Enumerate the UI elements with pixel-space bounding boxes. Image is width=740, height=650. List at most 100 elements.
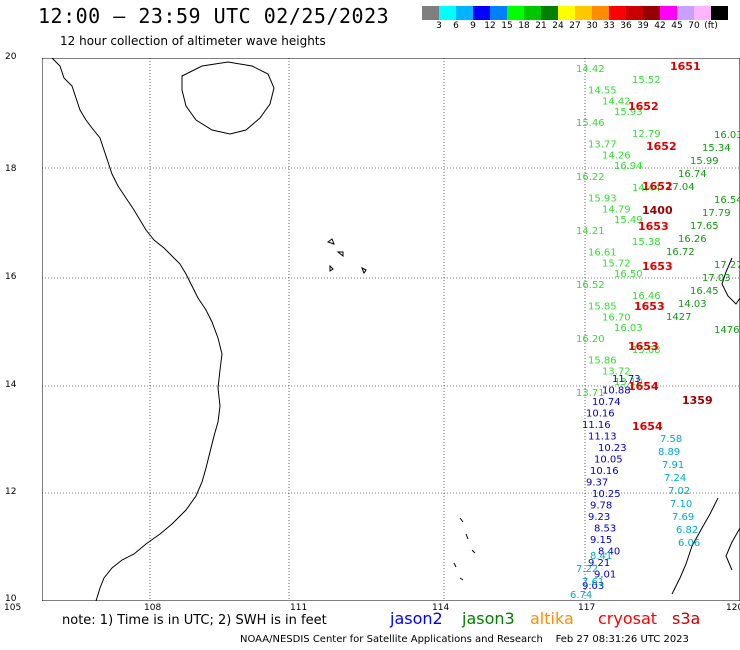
lat-label: 14 bbox=[5, 380, 17, 390]
wave-reading: 17.03 bbox=[702, 273, 731, 284]
wave-reading: 16.94 bbox=[614, 161, 643, 172]
lon-label: 120 bbox=[726, 603, 740, 613]
legend-swatch bbox=[456, 6, 473, 20]
wave-reading: 17.04 bbox=[666, 182, 695, 193]
wave-reading: 10.05 bbox=[594, 455, 623, 466]
wave-reading: 15.68 bbox=[632, 345, 661, 356]
wave-reading: 6.82 bbox=[676, 525, 698, 536]
wave-reading: 16.26 bbox=[678, 234, 707, 245]
legend-tick: 39 bbox=[637, 21, 649, 31]
wave-reading: 15.52 bbox=[632, 75, 661, 86]
wave-reading: 16.50 bbox=[614, 269, 643, 280]
satellite-altika: altika bbox=[530, 609, 574, 628]
wave-reading: 16.61 bbox=[588, 248, 617, 259]
legend-swatch bbox=[592, 6, 609, 20]
wave-reading: 7.24 bbox=[664, 473, 686, 484]
wave-reading: 10.16 bbox=[586, 409, 615, 420]
legend-tick: 21 bbox=[535, 21, 547, 31]
wave-reading: 7.58 bbox=[660, 434, 682, 445]
wave-reading: 14.79 bbox=[602, 204, 631, 215]
legend-tick: 3 bbox=[436, 21, 442, 31]
wave-reading: 10.23 bbox=[598, 443, 627, 454]
wave-reading: 15.46 bbox=[576, 118, 605, 129]
spratly-islands bbox=[453, 517, 476, 581]
legend-tick: 12 bbox=[484, 21, 496, 31]
satellite-jason2: jason2 bbox=[390, 609, 443, 628]
wave-reading: 6.74 bbox=[570, 590, 592, 601]
wave-reading: 1359 bbox=[682, 394, 713, 407]
wave-reading: 8.89 bbox=[658, 447, 680, 458]
wave-reading: 14.44 bbox=[632, 183, 661, 194]
graticule bbox=[42, 58, 740, 601]
wave-reading: 16.72 bbox=[666, 247, 695, 258]
lat-label: 20 bbox=[5, 52, 17, 62]
altimeter-map: 14.4215.5214.5514.4215.9315.4612.7913.77… bbox=[42, 58, 740, 601]
wave-reading: 13.72 bbox=[602, 366, 631, 377]
wave-reading: 1652 bbox=[628, 100, 659, 113]
wave-reading: 14.55 bbox=[588, 86, 617, 97]
legend-color-bar bbox=[422, 6, 728, 20]
wave-reading: 1653 bbox=[642, 260, 673, 273]
wave-reading: 13.77 bbox=[588, 140, 617, 151]
legend-swatch bbox=[694, 6, 711, 20]
page-subtitle: 12 hour collection of altimeter wave hei… bbox=[60, 34, 326, 48]
lon-label: 105 bbox=[4, 603, 22, 613]
legend-swatch bbox=[711, 6, 728, 20]
legend-tick: 9 bbox=[470, 21, 476, 31]
legend-swatch bbox=[439, 6, 456, 20]
legend-tick: 6 bbox=[453, 21, 459, 31]
wave-reading: 1654 bbox=[632, 420, 663, 433]
wave-reading: 9.23 bbox=[588, 512, 610, 523]
wave-reading: 10.88 bbox=[602, 386, 631, 397]
satellite-cryosat: cryosat bbox=[598, 609, 658, 628]
wave-reading: 16.22 bbox=[576, 172, 605, 183]
philippines-coast bbox=[671, 257, 740, 595]
legend-tick: 33 bbox=[603, 21, 615, 31]
wave-reading: 1654 bbox=[628, 380, 659, 393]
wave-reading: 16.70 bbox=[602, 312, 631, 323]
wave-reading: 1652 bbox=[646, 140, 677, 153]
wave-height-readings: 14.4215.5214.5514.4215.9315.4612.7913.77… bbox=[570, 60, 740, 601]
wave-reading: 14.26 bbox=[602, 150, 631, 161]
wave-reading: 9.03 bbox=[582, 581, 604, 592]
wave-reading: 15.38 bbox=[632, 237, 661, 248]
wave-reading: 10.74 bbox=[592, 397, 621, 408]
wave-reading: 16.20 bbox=[576, 334, 605, 345]
wave-reading: 15.85 bbox=[588, 302, 617, 313]
wave-reading: 13.10 bbox=[614, 377, 643, 388]
wave-reading: 12.79 bbox=[632, 129, 661, 140]
lat-label: 16 bbox=[5, 272, 17, 282]
wave-reading: 13.71 bbox=[576, 388, 605, 399]
page-title: 12:00 – 23:59 UTC 02/25/2023 bbox=[38, 4, 390, 28]
wave-reading: 14.42 bbox=[602, 96, 631, 107]
wave-reading: 16.45 bbox=[690, 286, 719, 297]
vietnam-coastline bbox=[51, 58, 223, 601]
legend-tick: 45 bbox=[671, 21, 683, 31]
wave-reading: 10.25 bbox=[592, 489, 621, 500]
satellite-s3a: s3a bbox=[672, 609, 701, 628]
hainan-island bbox=[181, 61, 275, 135]
legend-swatch bbox=[473, 6, 490, 20]
legend-tick: (ft) bbox=[704, 21, 718, 31]
wave-reading: 16.03 bbox=[614, 323, 643, 334]
legend-swatch bbox=[422, 6, 439, 20]
legend-swatch bbox=[626, 6, 643, 20]
satellite-jason3: jason3 bbox=[462, 609, 515, 628]
wave-reading: 1651 bbox=[670, 60, 701, 73]
wave-reading: 17.65 bbox=[690, 221, 719, 232]
wave-reading: 15.93 bbox=[614, 107, 643, 118]
wave-reading: 9.15 bbox=[590, 535, 612, 546]
wave-reading: 16.46 bbox=[632, 291, 661, 302]
wave-reading: 7.22 bbox=[576, 564, 598, 575]
lon-label: 114 bbox=[432, 603, 450, 613]
legend-swatch bbox=[524, 6, 541, 20]
lon-label: 111 bbox=[290, 603, 308, 613]
legend-swatch bbox=[609, 6, 626, 20]
legend-tick: 36 bbox=[620, 21, 632, 31]
color-legend: 3 6 9 12 15 18 21 24 27 30 33 36 39 42 45 70 (ft) bbox=[422, 6, 728, 34]
wave-reading: 6.06 bbox=[678, 538, 700, 549]
wave-reading: 11.16 bbox=[582, 420, 611, 431]
wave-reading: 17.79 bbox=[702, 208, 731, 219]
wave-reading: 15.49 bbox=[614, 215, 643, 226]
lon-label: 117 bbox=[578, 603, 596, 613]
